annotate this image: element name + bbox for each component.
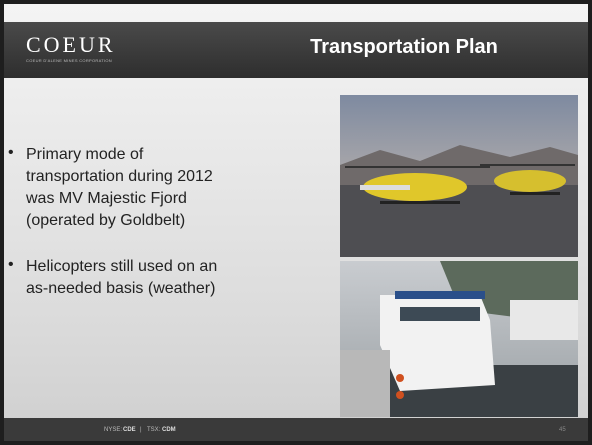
bullet-line: was MV Majestic Fjord [26, 188, 328, 210]
nyse-label: NYSE: [104, 427, 122, 433]
helicopter-photo [340, 95, 578, 257]
separator: | [140, 427, 142, 433]
boat-photo [340, 261, 578, 417]
tsx-ticker: CDM [162, 427, 176, 433]
bullet-dot: • [8, 144, 14, 162]
bullet-dot: • [8, 256, 14, 274]
bullet-line: Helicopters still used on an [26, 256, 328, 278]
footer-bar: NYSE: CDE | TSX: CDM 45 [4, 418, 588, 441]
nyse-ticker: CDE [123, 427, 136, 433]
tsx-label: TSX: [147, 427, 160, 433]
bullet-line: transportation during 2012 [26, 166, 328, 188]
logo: COEUR [26, 32, 116, 58]
bullet-line: (operated by Goldbelt) [26, 210, 328, 232]
header-bar: COEUR COEUR D'ALENE MINES CORPORATION Tr… [4, 22, 588, 78]
slide: COEUR COEUR D'ALENE MINES CORPORATION Tr… [4, 4, 588, 441]
photos [340, 95, 578, 417]
logo-subtitle: COEUR D'ALENE MINES CORPORATION [26, 58, 112, 63]
page: COEUR COEUR D'ALENE MINES CORPORATION Tr… [0, 0, 592, 445]
bullet-line: Primary mode of [26, 144, 328, 166]
bullet-line: as-needed basis (weather) [26, 278, 328, 300]
slide-title: Transportation Plan [234, 36, 574, 59]
page-number: 45 [559, 427, 566, 433]
